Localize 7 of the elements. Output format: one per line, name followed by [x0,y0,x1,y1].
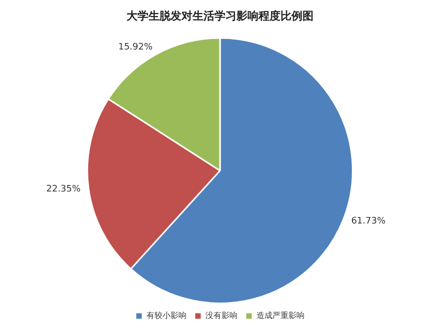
legend-label: 没有影响 [206,311,238,320]
data-label: 15.92% [118,42,153,53]
data-label: 22.35% [46,184,82,194]
legend-label: 造成严重影响 [256,311,304,320]
chart-title: 大学生脱发对生活学习影响程度比例图 [126,9,314,22]
data-label: 61.73% [351,216,386,227]
legend-label: 有较小影响 [146,311,186,320]
